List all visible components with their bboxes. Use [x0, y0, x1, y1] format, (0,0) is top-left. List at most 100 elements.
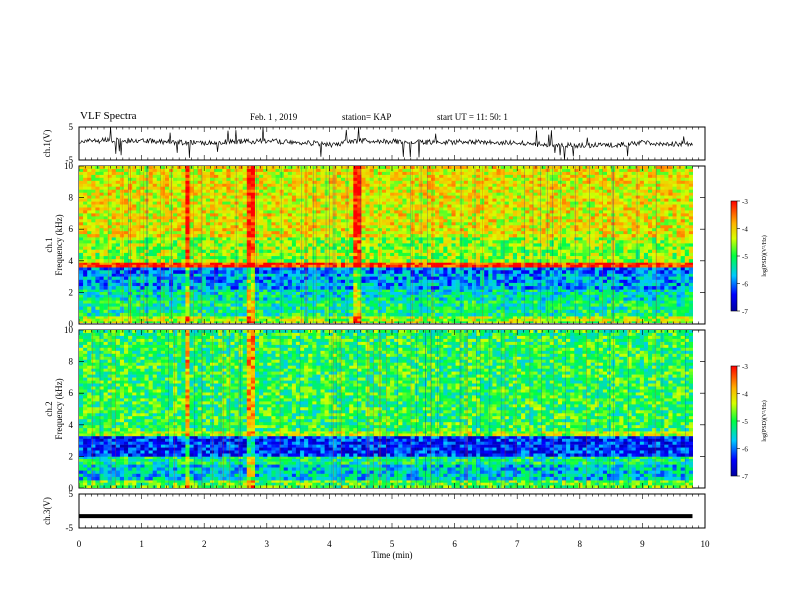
spectrogram-cell: [136, 267, 141, 271]
spectrogram-cell: [304, 318, 309, 322]
spectrogram-cell: [283, 171, 289, 176]
spectrogram-cell: [615, 262, 620, 266]
spectrogram-cell: [602, 267, 608, 271]
spectrogram-cell: [607, 318, 612, 322]
spectrogram-cell: [193, 177, 198, 182]
spectrogram-cell: [152, 321, 158, 323]
spectrogram-cell: [402, 312, 407, 317]
spectrogram-cell: [132, 171, 137, 176]
spectrogram-cell: [557, 169, 563, 173]
spectrogram-cell: [320, 292, 325, 296]
spectrogram-cell: [648, 306, 653, 311]
spectrogram-cell: [181, 309, 186, 314]
spectrogram-cell: [570, 282, 575, 287]
spectrogram-cell: [287, 316, 293, 319]
spectrogram-cell: [517, 262, 522, 266]
spectrogram-cell: [431, 171, 436, 176]
spectrogram-cell: [115, 169, 121, 173]
spectrogram-cell: [275, 316, 280, 319]
spectrogram-cell: [218, 303, 223, 307]
spectrogram-cell: [79, 237, 84, 241]
spectrogram-cell: [304, 312, 309, 317]
spectrogram-cell: [484, 276, 489, 281]
spectrogram-cell: [152, 300, 158, 304]
spectrogram-cell: [148, 169, 153, 173]
spectrogram-cell: [537, 273, 542, 277]
spectrogram-cell: [140, 249, 145, 254]
spectrogram-cell: [324, 174, 329, 179]
spectrogram-cell: [619, 171, 624, 176]
spectrogram-cell: [570, 259, 575, 263]
spectrogram-cell: [480, 252, 485, 257]
spectrogram-cell: [128, 264, 133, 268]
spectrogram-cell: [115, 273, 121, 277]
spectrogram-cell: [676, 276, 681, 281]
spectrogram-cell: [124, 297, 129, 301]
spectrogram-cell: [246, 292, 252, 296]
spectrogram-cell: [373, 294, 379, 298]
spectrogram-cell: [668, 279, 673, 284]
spectrogram-cell: [144, 177, 149, 182]
spectrogram-cell: [267, 166, 272, 170]
spectrogram-cell: [205, 169, 211, 173]
spectrogram-cell: [140, 240, 145, 244]
spectrogram-cell: [160, 177, 166, 182]
spectrogram-cell: [246, 166, 252, 170]
spectrogram-cell: [136, 246, 141, 251]
spectrogram-cell: [87, 267, 92, 271]
spectrogram-cell: [341, 267, 346, 271]
spectrogram-cell: [443, 259, 448, 263]
spectrogram-cell: [602, 246, 608, 251]
spectrogram-cell: [140, 300, 145, 304]
spectrogram-cell: [148, 289, 153, 293]
spectrogram-cell: [283, 297, 289, 301]
spectrogram-cell: [680, 289, 686, 293]
spectrogram-cell: [545, 306, 550, 311]
spectrogram-cell: [500, 252, 505, 257]
spectrogram-cell: [173, 279, 178, 284]
spectrogram-cell: [570, 264, 575, 268]
spectrogram-cell: [361, 240, 366, 244]
spectrogram-cell: [91, 273, 96, 277]
spectrogram-cell: [361, 321, 366, 323]
spectrogram-cell: [648, 309, 653, 314]
spectrogram-cell: [361, 252, 366, 257]
spectrogram-cell: [562, 273, 567, 277]
spectrogram-cell: [373, 256, 379, 260]
spectrogram-cell: [381, 282, 387, 287]
spectrogram-cell: [373, 318, 379, 322]
spectrogram-cell: [349, 169, 354, 173]
spectrogram-cell: [197, 306, 203, 311]
spectrogram-cell: [353, 306, 358, 311]
spectrogram-cell: [529, 267, 534, 271]
spectrogram-cell: [660, 174, 665, 179]
spectrogram-cell: [643, 316, 649, 319]
spectrogram-cell: [680, 169, 686, 173]
spectrogram-cell: [627, 294, 632, 298]
spectrogram-cell: [136, 249, 141, 254]
spectrogram-cell: [332, 169, 338, 173]
spectrogram-cell: [496, 171, 501, 176]
spectrogram-cell: [553, 267, 559, 271]
spectrogram-cell: [230, 267, 235, 271]
spectrogram-cell: [688, 249, 693, 254]
spectrogram-cell: [295, 289, 301, 293]
spectrogram-cell: [152, 297, 158, 301]
spectrogram-cell: [214, 300, 219, 304]
spectrogram-cell: [320, 246, 325, 251]
spectrogram-cell: [283, 309, 289, 314]
spectrogram-cell: [598, 294, 604, 298]
spectrogram-cell: [312, 166, 317, 170]
spectrogram-cell: [431, 174, 436, 179]
spectrogram-cell: [271, 166, 276, 170]
spectrogram-cell: [381, 294, 387, 298]
spectrogram-cell: [246, 259, 252, 263]
spectrogram-cell: [578, 316, 583, 319]
spectrogram-cell: [234, 276, 239, 281]
spectrogram-cell: [521, 286, 526, 290]
spectrogram-cell: [529, 318, 534, 322]
spectrogram-cell: [672, 240, 677, 244]
spectrogram-cell: [324, 312, 329, 317]
spectrogram-cell: [255, 316, 260, 319]
spectrogram-cell: [189, 282, 194, 287]
